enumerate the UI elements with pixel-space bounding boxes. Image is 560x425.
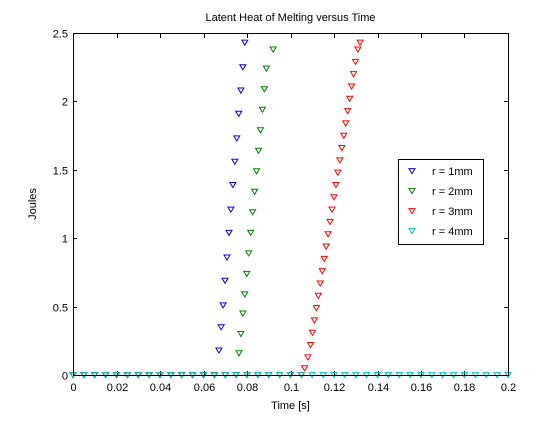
data-point (341, 120, 350, 127)
data-point (258, 106, 267, 114)
data-point (308, 329, 317, 337)
data-point (225, 229, 233, 237)
legend-marker-icon (408, 208, 416, 215)
data-point (335, 157, 344, 164)
data-point (354, 46, 362, 54)
legend-label: r = 2mm (432, 186, 473, 198)
data-point (332, 181, 340, 189)
legend-entry: r = 2mm (408, 186, 473, 198)
data-point (320, 255, 329, 263)
data-point (237, 87, 245, 95)
data-point (310, 317, 319, 324)
x-tick-label: 0.08 (237, 382, 258, 394)
legend-label: r = 3mm (432, 206, 473, 218)
data-point (351, 58, 360, 66)
y-tick-label: 0.5 (53, 303, 68, 315)
x-tick-label: 0.06 (194, 382, 215, 394)
data-point (322, 243, 331, 251)
data-point (242, 270, 251, 278)
y-axis-label: Joules (27, 188, 39, 220)
data-point (232, 135, 241, 143)
data-point (256, 127, 265, 134)
data-point (262, 65, 271, 73)
data-point (240, 291, 249, 298)
data-point (244, 250, 253, 257)
x-tick-label: 0.12 (324, 382, 345, 394)
x-tick-label: 0.16 (411, 382, 432, 394)
plot-frame (73, 33, 509, 376)
y-tick-label: 1.5 (53, 166, 68, 178)
data-point (250, 188, 259, 196)
legend-label: r = 4mm (432, 226, 473, 238)
data-point (227, 206, 235, 214)
data-point (328, 206, 336, 214)
x-tick-label: 0.02 (107, 382, 128, 394)
data-point (248, 209, 257, 216)
data-point (316, 280, 325, 288)
legend-label: r = 1mm (432, 166, 473, 178)
data-point (337, 145, 346, 152)
data-point (252, 168, 261, 175)
data-point (356, 39, 364, 47)
data-point (234, 110, 243, 118)
data-point (345, 95, 354, 103)
data-point (235, 350, 243, 357)
y-tick-label: 0 (62, 371, 68, 383)
legend-entries: r = 1mm r = 2mm r = 3mm r = 4mm (408, 166, 473, 238)
data-point (254, 147, 263, 155)
legend-marker-icon (408, 228, 416, 235)
data-point (237, 331, 245, 338)
data-point (217, 324, 225, 331)
legend-marker-icon (408, 168, 416, 175)
legend-entry: r = 1mm (408, 166, 473, 178)
data-point (318, 268, 327, 275)
data-point (228, 181, 237, 189)
data-point (304, 354, 312, 361)
x-axis-label: Time [s] (271, 400, 310, 412)
data-point (314, 292, 323, 300)
data-point (238, 64, 247, 71)
x-tick-label: 0.18 (454, 382, 475, 394)
y-tick-label: 1 (62, 234, 68, 246)
data-point (300, 365, 309, 372)
x-tick-label: 0 (70, 382, 76, 394)
legend: r = 1mm r = 2mm r = 3mm r = 4mm (398, 159, 484, 245)
data-point (312, 305, 321, 312)
legend-entry: r = 4mm (408, 226, 473, 238)
x-tick-label: 0.04 (150, 382, 171, 394)
y-tick-label: 2 (62, 97, 68, 109)
legend-box (398, 159, 484, 245)
data-point (347, 83, 356, 91)
data-point (223, 254, 231, 262)
data-point (330, 194, 338, 201)
data-point (306, 342, 315, 349)
legend-marker-icon (408, 188, 416, 195)
data-point (246, 229, 255, 237)
data-point (240, 39, 249, 47)
y-tick-label: 2.5 (53, 29, 68, 41)
x-axis-ticks: 0 0.02 0.04 0.06 0.08 0.1 0.12 0.14 0.16 0.18 0.2 (70, 34, 516, 394)
data-point (219, 302, 227, 309)
data-point (215, 347, 223, 355)
data-point (349, 71, 358, 78)
x-tick-label: 0.2 (501, 382, 516, 394)
data-point (230, 158, 239, 166)
data-point (269, 46, 277, 54)
x-tick-label: 0.14 (368, 382, 389, 394)
data-point (343, 108, 352, 115)
legend-entry: r = 3mm (408, 206, 473, 218)
data-point (238, 310, 247, 318)
data-point (221, 277, 229, 285)
x-tick-label: 0.1 (284, 382, 299, 394)
data-point (334, 169, 342, 177)
data-point (339, 132, 348, 140)
chart-title: Latent Heat of Melting versus Time (206, 12, 376, 24)
data-point (324, 231, 333, 238)
data-point (260, 86, 269, 93)
data-point (326, 218, 334, 226)
